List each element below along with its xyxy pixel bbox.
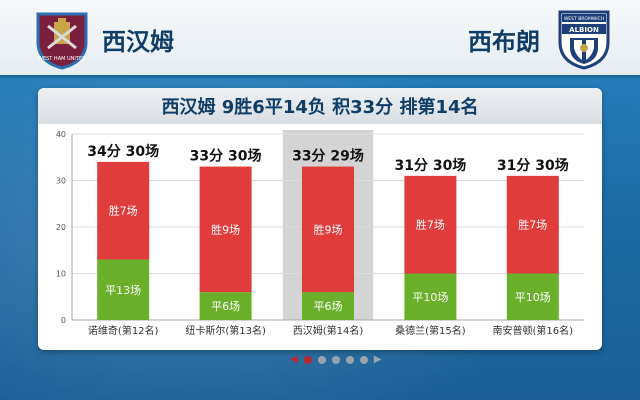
left-crest-text: WEST HAM UNITED [38,56,86,62]
bar-total-label: 34分 30场 [87,144,159,160]
pager-dot[interactable] [359,356,368,364]
bar-win [506,175,559,274]
bar-win-label: 胜9场 [211,222,240,236]
bar-draw [199,292,252,320]
left-team-name: 西汉姆 [102,28,174,56]
bar-draw [97,259,150,320]
bar-win-label: 胜7场 [109,204,138,218]
bar-draw-label: 平10场 [412,290,448,304]
chart-title: 西汉姆 9胜6平14负 积33分 排第14名 [38,88,602,124]
bar-win [404,175,457,274]
right-team-name: 西布朗 [468,28,540,56]
y-tick-label: 10 [56,270,66,279]
bar-draw-label: 平10场 [515,290,551,304]
bar-total-label: 33分 29场 [292,149,364,165]
bar-win [97,161,150,260]
bar-draw-label: 平6场 [314,299,343,313]
y-tick-label: 0 [61,316,66,325]
bar-win [199,166,252,293]
bar-total-label: 33分 30场 [190,149,262,165]
x-category-label: 纽卡斯尔(第13名) [185,324,266,337]
bar-draw [404,273,457,320]
pager-next-icon[interactable]: ▶ [373,354,382,365]
bar-draw [302,292,354,320]
pager: ◀ ▶ [290,354,381,366]
bar-win-label: 胜7场 [416,218,445,232]
x-category-label: 西汉姆(第14名) [293,324,364,337]
pager-prev-icon[interactable]: ◀ [290,354,298,365]
bar-draw-label: 平6场 [211,299,240,313]
bar-total-label: 31分 30场 [497,158,569,174]
y-tick-label: 20 [56,223,66,232]
bar-win-label: 胜9场 [314,222,343,236]
header: WEST HAM UNITED 西汉姆 西布朗 WEST BROMWICH AL… [0,0,640,78]
pager-dot[interactable] [303,356,312,364]
pager-dot[interactable] [331,356,340,364]
west-ham-crest-icon: WEST HAM UNITED [36,12,88,70]
bar-draw-label: 平13场 [105,283,141,297]
bar-win-label: 胜7场 [518,218,547,232]
pager-dot[interactable] [345,356,354,364]
west-brom-albion-crest-icon: WEST BROMWICH ALBION [558,10,610,70]
right-crest-text-main: ALBION [569,26,599,34]
bar-draw [506,273,559,320]
right-crest-text-top: WEST BROMWICH [564,16,604,22]
x-category-label: 桑德兰(第15名) [395,324,466,337]
y-tick-label: 30 [56,177,66,186]
pager-dot[interactable] [317,356,326,364]
x-category-label: 诺维奇(第12名) [88,324,159,337]
x-category-label: 南安普顿(第16名) [493,324,574,337]
y-tick-label: 40 [56,130,66,139]
bar-win [302,166,354,293]
bar-total-label: 31分 30场 [394,158,466,174]
